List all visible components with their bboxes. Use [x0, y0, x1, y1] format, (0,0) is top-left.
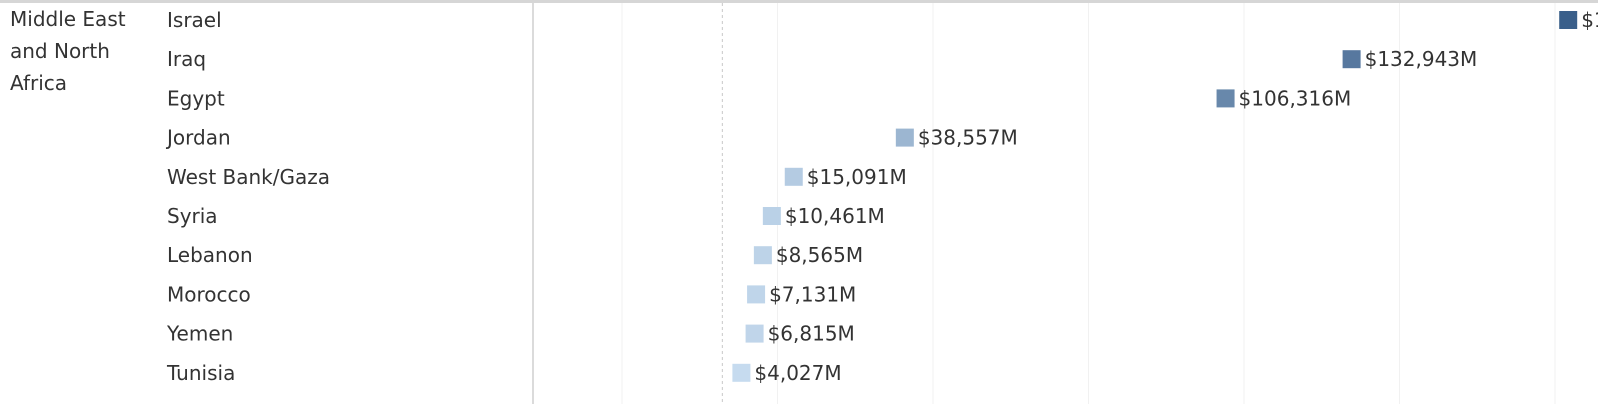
data-label: $7,131M	[769, 282, 856, 306]
data-label: $6,815M	[768, 322, 855, 346]
data-label: $15,091M	[807, 165, 907, 189]
category-label: West Bank/Gaza	[167, 165, 330, 189]
data-label: $132,943M	[1365, 47, 1478, 71]
category-label: Iraq	[167, 47, 206, 71]
data-mark	[732, 363, 751, 382]
category-label: Tunisia	[166, 361, 235, 385]
data-mark	[1342, 50, 1361, 69]
data-label: $8,565M	[776, 243, 863, 267]
category-label: Egypt	[167, 86, 225, 110]
category-label: Jordan	[165, 126, 231, 150]
axis-layer	[532, 3, 723, 404]
data-label: $38,557M	[918, 126, 1018, 150]
region-label: Middle East and North Africa	[10, 7, 126, 95]
data-mark	[1216, 89, 1235, 108]
region-header: Middle East and North Africa	[10, 7, 126, 95]
category-label: Israel	[167, 8, 222, 32]
data-label: $4,027M	[754, 361, 841, 385]
data-mark	[762, 207, 781, 225]
region-label-line: Africa	[10, 71, 67, 95]
region-label-line: and North	[10, 39, 110, 63]
category-label: Syria	[167, 204, 218, 228]
region-label-line: Middle East	[10, 7, 126, 31]
top-border	[0, 0, 1598, 3]
data-mark	[745, 324, 764, 343]
category-label: Morocco	[167, 282, 251, 306]
data-mark	[784, 167, 803, 186]
data-marks: $178,703M $132,943M $106,316M $38,557M $15,0…	[732, 8, 1598, 385]
data-label: $178,703M	[1581, 8, 1598, 32]
grid-layer	[621, 3, 1556, 404]
category-labels: Israel Iraq Egypt Jordan West Bank/Gaza Syria…	[165, 8, 330, 385]
data-mark	[753, 246, 772, 265]
data-mark	[747, 285, 766, 304]
data-label: $106,316M	[1239, 86, 1352, 110]
data-label: $10,461M	[785, 204, 885, 228]
data-mark	[1559, 11, 1578, 29]
category-label: Lebanon	[167, 243, 253, 267]
category-label: Yemen	[166, 322, 233, 346]
data-mark	[895, 128, 914, 147]
